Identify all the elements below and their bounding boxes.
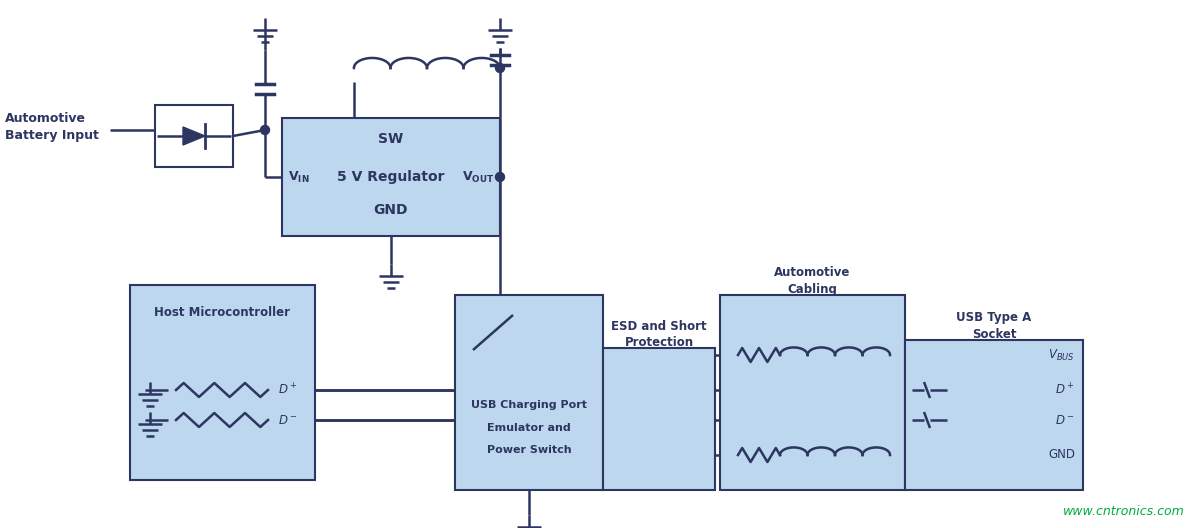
Text: USB Type A: USB Type A <box>956 312 1032 325</box>
Text: Automotive: Automotive <box>5 111 86 125</box>
Circle shape <box>496 63 504 72</box>
Circle shape <box>261 126 269 135</box>
Text: $D^+$: $D^+$ <box>278 382 298 398</box>
Text: ESD and Short: ESD and Short <box>612 319 706 333</box>
Text: $\mathbf{V_{IN}}$: $\mathbf{V_{IN}}$ <box>288 169 310 185</box>
Text: $D^+$: $D^+$ <box>1056 382 1075 398</box>
Text: Host Microcontroller: Host Microcontroller <box>154 306 291 319</box>
Bar <box>603 348 715 490</box>
Bar <box>455 295 603 490</box>
Text: GND: GND <box>373 203 408 217</box>
Bar <box>282 118 500 236</box>
Bar <box>721 295 905 490</box>
Text: $V_{BUS}$: $V_{BUS}$ <box>1049 347 1075 363</box>
Bar <box>154 105 233 167</box>
Text: GND: GND <box>1049 448 1075 461</box>
Text: USB Charging Port: USB Charging Port <box>470 400 587 410</box>
Text: $D^-$: $D^-$ <box>278 413 298 427</box>
Text: Power Switch: Power Switch <box>487 445 571 455</box>
Text: $\mathbf{V_{OUT}}$: $\mathbf{V_{OUT}}$ <box>462 169 494 185</box>
Text: Automotive: Automotive <box>774 267 851 279</box>
Text: Protection: Protection <box>625 336 693 350</box>
Text: SW: SW <box>378 132 403 146</box>
Text: www.cntronics.com: www.cntronics.com <box>1063 505 1185 518</box>
Text: $D^-$: $D^-$ <box>1056 413 1075 427</box>
Bar <box>905 340 1083 490</box>
Bar <box>130 285 315 480</box>
Text: Emulator and: Emulator and <box>487 423 571 433</box>
Text: Cabling: Cabling <box>788 284 838 297</box>
Text: 5 V Regulator: 5 V Regulator <box>338 170 445 184</box>
Circle shape <box>496 173 504 182</box>
Text: Socket: Socket <box>972 328 1016 342</box>
Text: Battery Input: Battery Input <box>5 129 99 143</box>
Polygon shape <box>183 127 205 145</box>
